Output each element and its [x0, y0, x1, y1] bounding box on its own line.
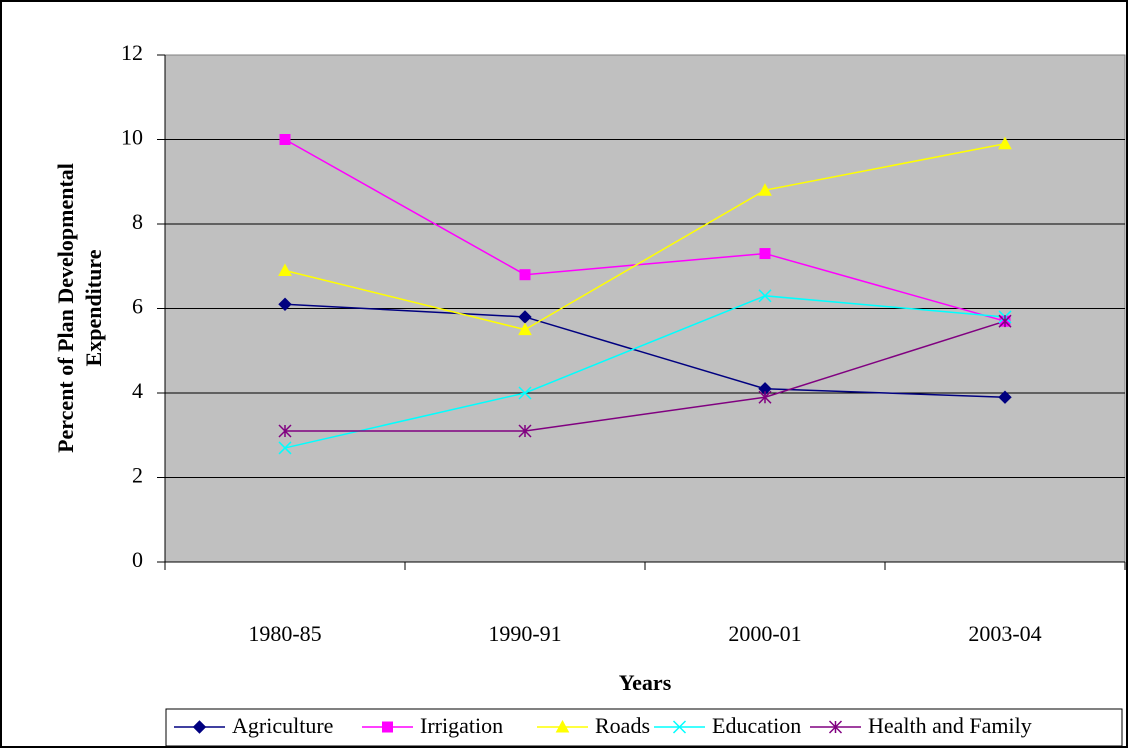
marker — [758, 183, 772, 196]
legend-label: Education — [712, 713, 801, 738]
marker — [278, 441, 292, 455]
marker — [382, 721, 393, 733]
x-tick-label: 1990-91 — [488, 621, 561, 646]
legend-label: Agriculture — [232, 713, 333, 738]
x-axis-label: Years — [619, 670, 672, 695]
marker — [518, 386, 532, 400]
marker — [828, 720, 843, 734]
legend-label: Health and Family — [868, 713, 1032, 738]
marker — [555, 719, 570, 733]
marker — [278, 297, 292, 311]
y-tick-label: 10 — [121, 125, 143, 150]
y-axis-label: Expenditure — [81, 249, 106, 366]
marker — [192, 720, 207, 734]
marker — [279, 134, 291, 145]
series-line — [284, 142, 1006, 331]
marker — [278, 424, 292, 438]
marker — [758, 289, 772, 303]
y-tick-label: 0 — [132, 547, 143, 572]
series-line — [284, 138, 1006, 322]
marker — [519, 269, 531, 281]
y-tick-label: 12 — [121, 40, 143, 65]
legend-label: Irrigation — [420, 713, 503, 738]
y-tick-label: 2 — [132, 463, 143, 488]
series-line — [284, 295, 1006, 449]
series-line — [284, 303, 1006, 398]
marker — [518, 424, 532, 438]
marker — [998, 390, 1012, 404]
legend-label: Roads — [595, 713, 650, 738]
marker — [672, 720, 687, 734]
x-tick-label: 2000-01 — [728, 621, 801, 646]
y-tick-label: 4 — [132, 378, 143, 403]
marker — [758, 390, 772, 404]
marker — [278, 263, 292, 276]
marker — [998, 314, 1012, 328]
marker — [518, 322, 532, 336]
y-tick-label: 8 — [132, 209, 143, 234]
y-axis-label: Percent of Plan Developmental — [53, 163, 78, 453]
legend — [165, 708, 1123, 747]
y-tick-label: 6 — [132, 294, 143, 319]
x-tick-label: 1980-85 — [248, 621, 321, 646]
x-tick-label: 2003-04 — [968, 621, 1041, 646]
marker — [759, 248, 771, 260]
series-line — [285, 320, 1006, 432]
marker — [998, 136, 1012, 150]
